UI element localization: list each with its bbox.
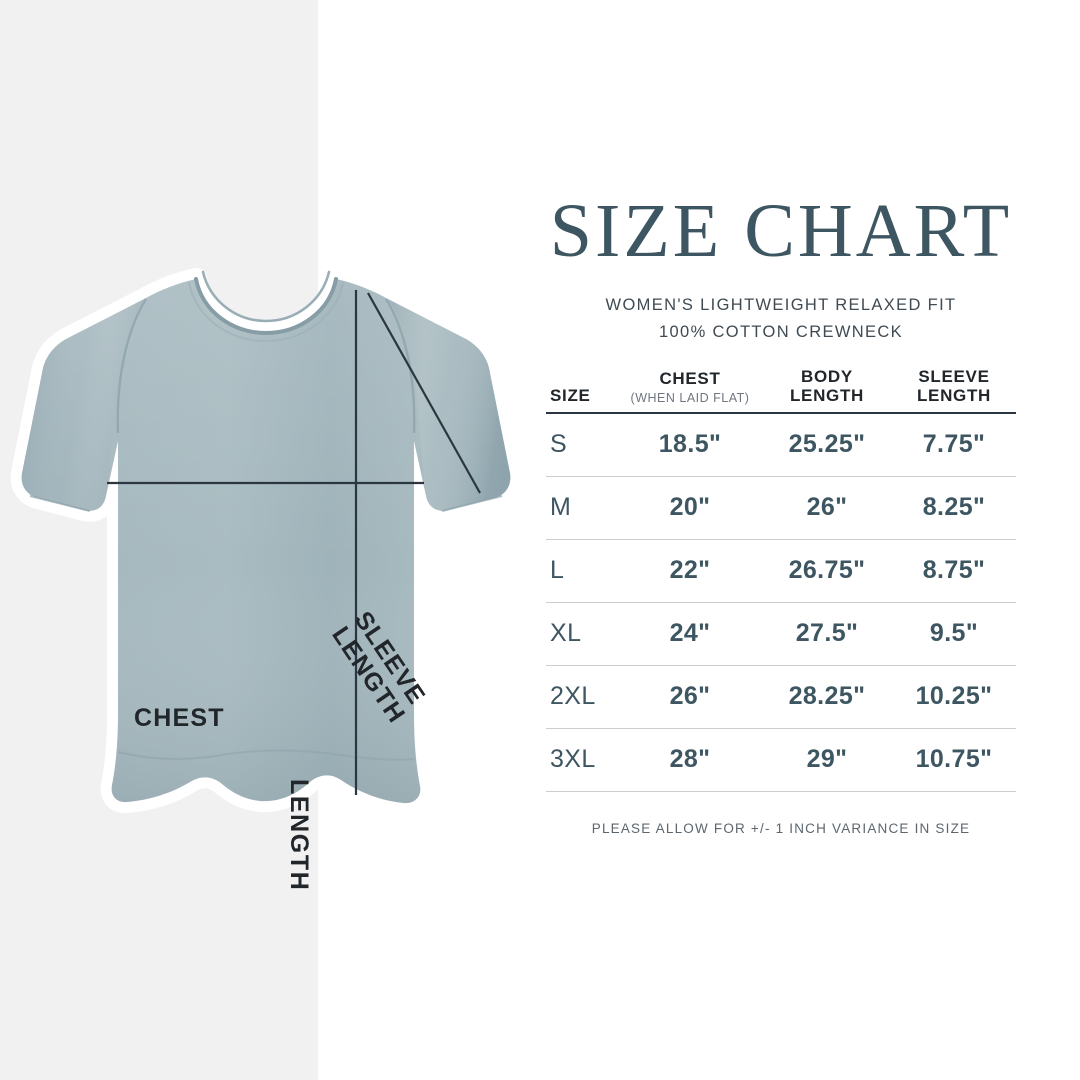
size-table: SIZE CHEST (WHEN LAID FLAT) BODY LENGTH … — [546, 367, 1016, 792]
cell-sleeve-length: 10.75" — [892, 728, 1016, 792]
page-title: SIZE CHART — [549, 189, 1013, 273]
table-row: 2XL 26" 28.25" 10.25" — [546, 665, 1016, 729]
cell-body-length: 28.25" — [762, 665, 892, 729]
cell-size: 3XL — [546, 728, 618, 792]
col-header-body-length-line1: BODY — [801, 367, 853, 386]
col-header-sleeve-length-line2: LENGTH — [916, 386, 992, 406]
cell-body-length: 26" — [762, 476, 892, 540]
tshirt-svg — [0, 255, 530, 855]
cell-sleeve-length: 10.25" — [892, 665, 1016, 729]
table-row: XL 24" 27.5" 9.5" — [546, 602, 1016, 666]
cell-body-length: 29" — [762, 728, 892, 792]
table-header-row: SIZE CHEST (WHEN LAID FLAT) BODY LENGTH … — [546, 367, 1016, 415]
col-header-sleeve-length: SLEEVE LENGTH — [892, 367, 1016, 415]
cell-chest: 18.5" — [618, 413, 762, 477]
size-table-head: SIZE CHEST (WHEN LAID FLAT) BODY LENGTH … — [546, 367, 1016, 415]
cell-chest: 26" — [618, 665, 762, 729]
cell-size: L — [546, 539, 618, 603]
collar-rib-inner — [201, 270, 331, 323]
cell-size: M — [546, 476, 618, 540]
subtitle-line-1: WOMEN'S LIGHTWEIGHT RELAXED FIT — [605, 296, 957, 314]
col-header-size-label: SIZE — [550, 386, 591, 406]
collar-stitch — [188, 282, 344, 343]
cell-chest: 24" — [618, 602, 762, 666]
cell-size: S — [546, 413, 618, 477]
tshirt-illustration: CHEST LENGTH SLEEVE LENGTH — [0, 255, 530, 891]
cell-sleeve-length: 8.75" — [892, 539, 1016, 603]
table-row: M 20" 26" 8.25" — [546, 476, 1016, 540]
col-header-size: SIZE — [546, 367, 618, 415]
page-subtitle: WOMEN'S LIGHTWEIGHT RELAXED FIT 100% COT… — [520, 292, 1042, 345]
col-header-body-length: BODY LENGTH — [762, 367, 892, 415]
hem-drape-line — [117, 749, 415, 761]
length-label: LENGTH — [285, 779, 313, 892]
right-sleeve-hem — [441, 495, 503, 512]
cell-size: 2XL — [546, 665, 618, 729]
col-header-chest-label: CHEST — [659, 369, 721, 389]
cell-chest: 28" — [618, 728, 762, 792]
cell-sleeve-length: 8.25" — [892, 476, 1016, 540]
right-sleeve-seam — [384, 298, 416, 434]
cell-chest: 20" — [618, 476, 762, 540]
cell-sleeve-length: 7.75" — [892, 413, 1016, 477]
sleeve-length-measure-line — [367, 292, 481, 494]
subtitle-line-2: 100% COTTON CREWNECK — [659, 322, 903, 341]
left-sleeve-hem — [29, 495, 91, 512]
cell-body-length: 26.75" — [762, 539, 892, 603]
cell-body-length: 27.5" — [762, 602, 892, 666]
col-header-sleeve-length-line1: SLEEVE — [918, 367, 990, 386]
left-sleeve-shading — [21, 299, 144, 511]
col-header-chest: CHEST (WHEN LAID FLAT) — [618, 367, 762, 415]
col-header-chest-note: (WHEN LAID FLAT) — [630, 391, 750, 406]
right-sleeve-shading — [388, 299, 511, 511]
table-row: 3XL 28" 29" 10.75" — [546, 728, 1016, 792]
collar-rib-outer — [194, 277, 338, 336]
size-table-body: S 18.5" 25.25" 7.75" M 20" 26" 8.25" L 2… — [546, 413, 1016, 792]
cell-body-length: 25.25" — [762, 413, 892, 477]
cell-size: XL — [546, 602, 618, 666]
chart-content: SIZE CHART WOMEN'S LIGHTWEIGHT RELAXED F… — [546, 0, 1016, 1080]
col-header-body-length-line2: LENGTH — [789, 386, 865, 406]
left-sleeve-seam — [116, 298, 148, 434]
chest-label: CHEST — [134, 704, 225, 732]
table-row: L 22" 26.75" 8.75" — [546, 539, 1016, 603]
cell-chest: 22" — [618, 539, 762, 603]
variance-footnote: PLEASE ALLOW FOR +/- 1 INCH VARIANCE IN … — [591, 821, 971, 836]
cell-sleeve-length: 9.5" — [892, 602, 1016, 666]
table-row: S 18.5" 25.25" 7.75" — [546, 413, 1016, 477]
